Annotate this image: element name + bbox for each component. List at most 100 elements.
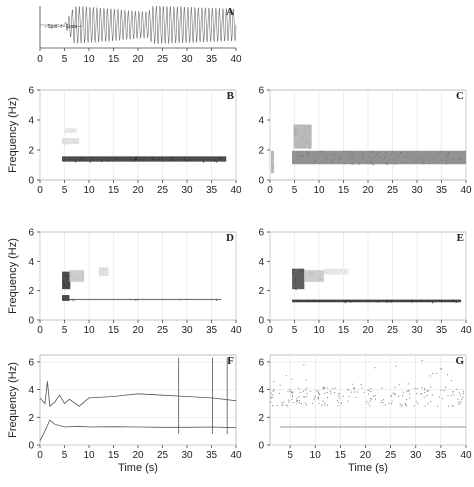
panel-C-band-1-speckle <box>305 141 307 143</box>
panel-G-point <box>295 400 298 402</box>
panel-C-band-0-speckle <box>385 161 387 163</box>
panel-C-xtick-label: 20 <box>362 185 374 196</box>
panel-C-band-0-speckle <box>303 155 305 157</box>
panel-C-band-0-speckle <box>346 151 348 153</box>
panel-C-band-0-speckle <box>376 154 378 156</box>
panel-G-point <box>374 398 377 400</box>
panel-D-band-1 <box>62 295 70 301</box>
panel-E-band-3-speckle <box>325 269 327 271</box>
panel-G-point <box>285 404 287 406</box>
panel-E-band-0-speckle <box>292 269 294 271</box>
panel-G-point <box>399 403 401 405</box>
panel-G-point <box>447 373 449 376</box>
panel-G-point <box>457 398 459 400</box>
panel-A-xtick-label: 15 <box>108 54 120 65</box>
panel-B-letter: B <box>227 90 235 102</box>
panel-G-point <box>447 395 449 397</box>
panel-C-band-0-speckle <box>350 163 352 165</box>
panel-B-band-1-speckle <box>66 143 68 145</box>
panel-G-point <box>413 404 415 407</box>
panel-G-point <box>353 387 355 389</box>
panel-C-band-0-speckle <box>405 156 407 158</box>
panel-B-ylabel: Frequency (Hz) <box>7 97 19 173</box>
panel-G-point <box>367 403 369 405</box>
panel-D-band-3-speckle <box>73 274 75 276</box>
panel-C-band-0-speckle <box>352 153 354 155</box>
panel-B-xtick-label: 10 <box>83 185 95 196</box>
panel-G-point <box>380 402 382 404</box>
panel-C-band-0-speckle <box>447 158 449 160</box>
panel-C-band-0-speckle <box>320 150 322 152</box>
panel-B-band-0-speckle <box>130 159 132 161</box>
panel-C-band-0-speckle <box>429 152 431 154</box>
panel-B-band-0-speckle <box>186 159 188 161</box>
panel-C-band-0-speckle <box>296 152 298 154</box>
panel-D-xtick-label: 25 <box>157 325 169 336</box>
panel-C-ytick-label: 4 <box>258 116 264 127</box>
panel-C-band-0-speckle <box>362 152 364 154</box>
panel-C-band-0-speckle <box>352 163 354 165</box>
panel-D-band-0-speckle <box>68 283 70 285</box>
panel-E-band-0-speckle <box>299 271 301 273</box>
panel-B-band-0-speckle <box>169 156 171 158</box>
panel-G-xlabel: Time (s) <box>348 462 388 474</box>
panel-G-point <box>347 400 349 402</box>
panel-G-xtick-label: 10 <box>310 450 322 461</box>
panel-G-point <box>318 394 321 396</box>
panel-B-ytick-label: 4 <box>28 116 34 127</box>
panel-C-band-0-speckle <box>340 155 342 157</box>
panel-B-band-0-speckle <box>184 159 186 161</box>
panel-D-ytick-label: 2 <box>28 286 34 297</box>
panel-G-point <box>273 380 275 383</box>
panel-C-band-0-speckle <box>371 158 373 160</box>
panel-C-band-0-speckle <box>377 151 379 153</box>
panel-E-band-1-speckle <box>314 300 316 302</box>
panel-G-point <box>426 390 428 393</box>
panel-C-band-0-speckle <box>367 159 369 161</box>
panel-D-ylabel: Frequency (Hz) <box>7 238 19 314</box>
panel-G-point <box>354 391 356 393</box>
panel-E-band-1-speckle <box>452 300 454 302</box>
panel-C-band-1-speckle <box>304 126 306 128</box>
panel-D-xtick-label: 5 <box>62 325 68 336</box>
panel-G-point <box>288 401 290 403</box>
panel-E-band-0-speckle <box>299 276 301 278</box>
panel-B-ytick-label: 2 <box>28 146 34 157</box>
panel-F-series-0 <box>39 381 237 407</box>
panel-F-xtick-label: 0 <box>37 450 43 461</box>
panel-C-band-0-speckle <box>394 159 396 161</box>
panel-F-series-1 <box>39 419 237 441</box>
panel-G-point <box>427 389 429 392</box>
panel-C-band-0-speckle <box>370 160 372 162</box>
panel-C-band-0-speckle <box>379 156 381 158</box>
panel-C-band-0-speckle <box>324 159 326 161</box>
panel-E-band-3-speckle <box>344 274 346 276</box>
panel-C-band-1-speckle <box>304 127 306 129</box>
panel-G-point <box>391 400 393 402</box>
panel-G-point <box>339 397 341 400</box>
panel-E-band-1-speckle <box>411 299 413 301</box>
panel-D-band-1-speckle <box>62 297 64 299</box>
panel-C-band-0-speckle <box>321 151 323 153</box>
panel-G-point <box>329 390 332 392</box>
panel-C-band-0-speckle <box>361 157 363 159</box>
panel-G-point <box>270 397 273 399</box>
panel-G-point <box>370 388 372 390</box>
panel-D-band-0-speckle <box>63 284 65 286</box>
panel-G-point <box>342 395 344 397</box>
panel-D-band-3-speckle <box>74 277 76 279</box>
panel-B-band-0-speckle <box>81 157 83 159</box>
panel-C-band-1-speckle <box>296 132 298 134</box>
panel-G-point <box>414 387 416 390</box>
panel-C-band-0-speckle <box>372 152 374 154</box>
panel-B-band-0-speckle <box>218 158 220 160</box>
panel-C-band-0-speckle <box>448 152 450 154</box>
panel-E-band-3 <box>323 268 349 275</box>
panel-B-band-1 <box>62 138 80 144</box>
panel-E-band-0-speckle <box>294 288 296 290</box>
panel-G-point <box>296 398 298 400</box>
panel-B-band-0-speckle <box>153 156 155 158</box>
panel-G-point <box>440 368 442 370</box>
panel-C-band-0-speckle <box>429 160 431 162</box>
